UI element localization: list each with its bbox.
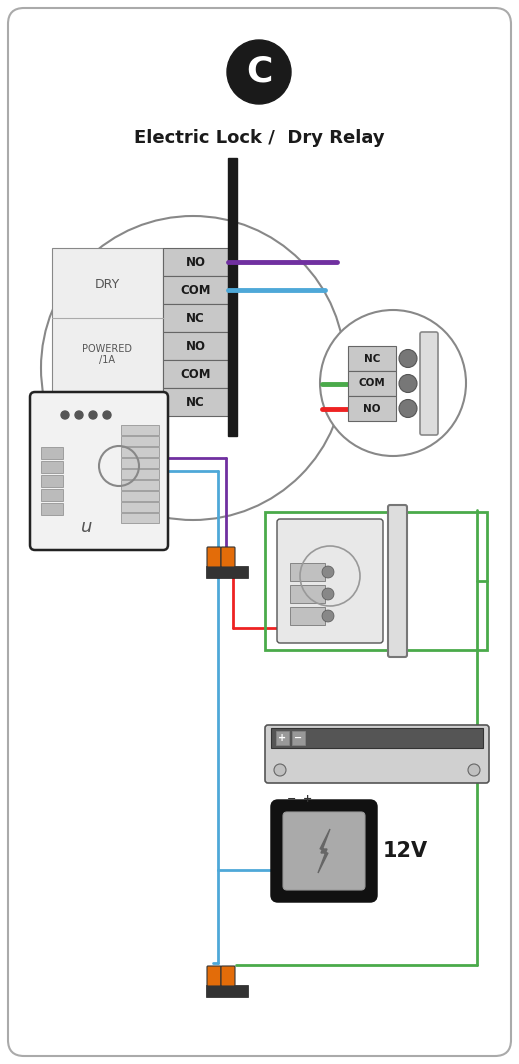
FancyBboxPatch shape	[121, 513, 159, 523]
FancyBboxPatch shape	[163, 388, 228, 416]
Text: COM: COM	[180, 283, 211, 297]
Text: NO: NO	[185, 255, 206, 268]
FancyBboxPatch shape	[121, 436, 159, 446]
FancyBboxPatch shape	[121, 502, 159, 512]
FancyBboxPatch shape	[121, 447, 159, 458]
Text: COM: COM	[180, 367, 211, 381]
Text: −: −	[294, 733, 302, 743]
FancyBboxPatch shape	[30, 392, 168, 550]
Text: u: u	[81, 518, 93, 536]
FancyBboxPatch shape	[121, 491, 159, 501]
Circle shape	[41, 216, 345, 520]
Circle shape	[399, 399, 417, 417]
Circle shape	[322, 566, 334, 578]
Circle shape	[89, 411, 97, 419]
FancyBboxPatch shape	[163, 360, 228, 388]
FancyBboxPatch shape	[41, 447, 63, 459]
FancyBboxPatch shape	[52, 248, 163, 416]
FancyBboxPatch shape	[348, 346, 396, 371]
Text: POWERED
/1A: POWERED /1A	[82, 344, 132, 365]
Circle shape	[75, 411, 83, 419]
Circle shape	[399, 375, 417, 393]
FancyBboxPatch shape	[206, 985, 248, 997]
Text: 12V: 12V	[383, 841, 428, 861]
FancyBboxPatch shape	[290, 585, 325, 603]
FancyBboxPatch shape	[290, 563, 325, 581]
Text: +: +	[278, 733, 286, 743]
FancyBboxPatch shape	[163, 332, 228, 360]
FancyBboxPatch shape	[283, 812, 365, 890]
FancyBboxPatch shape	[163, 304, 228, 332]
FancyBboxPatch shape	[206, 566, 248, 578]
Circle shape	[399, 349, 417, 367]
Text: NO: NO	[363, 403, 381, 414]
Circle shape	[61, 411, 69, 419]
Text: −: −	[288, 794, 297, 804]
FancyBboxPatch shape	[41, 489, 63, 501]
FancyBboxPatch shape	[8, 9, 511, 1055]
FancyBboxPatch shape	[121, 469, 159, 479]
Text: +: +	[304, 794, 312, 804]
FancyBboxPatch shape	[290, 606, 325, 625]
FancyBboxPatch shape	[207, 547, 221, 567]
FancyBboxPatch shape	[276, 731, 289, 745]
FancyBboxPatch shape	[388, 505, 407, 656]
FancyBboxPatch shape	[271, 728, 483, 748]
FancyBboxPatch shape	[121, 480, 159, 491]
FancyBboxPatch shape	[265, 725, 489, 783]
Text: C: C	[246, 55, 272, 89]
FancyBboxPatch shape	[163, 248, 228, 276]
Bar	[228, 157, 237, 436]
Circle shape	[322, 588, 334, 600]
FancyBboxPatch shape	[348, 371, 396, 396]
Polygon shape	[318, 829, 330, 872]
FancyBboxPatch shape	[121, 425, 159, 435]
Text: Electric Lock /  Dry Relay: Electric Lock / Dry Relay	[134, 129, 384, 147]
FancyBboxPatch shape	[207, 966, 221, 986]
Text: NO: NO	[185, 339, 206, 352]
Text: DRY: DRY	[94, 278, 119, 290]
Text: COM: COM	[359, 379, 386, 388]
FancyBboxPatch shape	[420, 332, 438, 435]
Text: NC: NC	[186, 312, 205, 325]
Circle shape	[274, 764, 286, 776]
Circle shape	[227, 40, 291, 104]
FancyBboxPatch shape	[292, 731, 305, 745]
Circle shape	[320, 310, 466, 456]
FancyBboxPatch shape	[41, 475, 63, 487]
FancyBboxPatch shape	[221, 547, 235, 567]
FancyBboxPatch shape	[348, 396, 396, 421]
FancyBboxPatch shape	[41, 461, 63, 473]
FancyBboxPatch shape	[221, 966, 235, 986]
Text: NC: NC	[364, 353, 380, 364]
FancyBboxPatch shape	[121, 458, 159, 468]
Circle shape	[103, 411, 111, 419]
Text: NC: NC	[186, 396, 205, 409]
FancyBboxPatch shape	[163, 276, 228, 304]
FancyBboxPatch shape	[272, 801, 376, 901]
FancyBboxPatch shape	[277, 519, 383, 643]
FancyBboxPatch shape	[41, 503, 63, 515]
Circle shape	[322, 610, 334, 622]
Circle shape	[468, 764, 480, 776]
